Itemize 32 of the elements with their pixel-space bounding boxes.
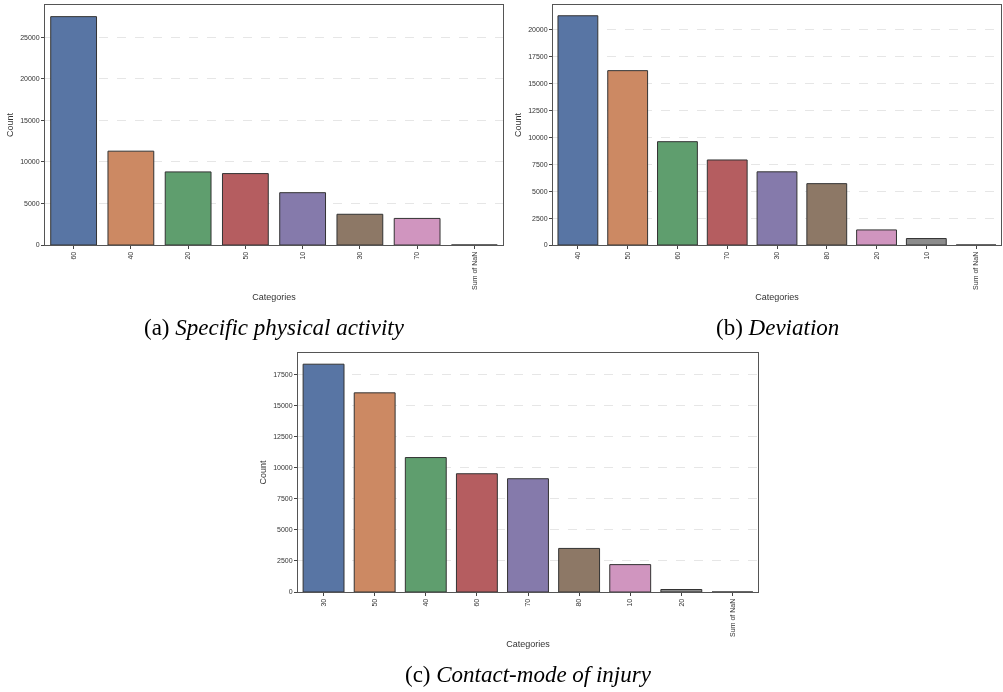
bar [50, 16, 98, 245]
bar [164, 171, 212, 245]
x-axis-title: Categories [506, 638, 551, 649]
bar [607, 70, 649, 245]
text: (b) Deviation [716, 315, 840, 340]
x-axis-title: Categories [252, 291, 297, 302]
bar [905, 238, 947, 245]
bar [856, 229, 897, 245]
y-axis-title: Count [513, 112, 524, 138]
x-axis-title: Categories [755, 291, 800, 302]
bar [558, 547, 601, 592]
bar [393, 217, 441, 245]
bar [302, 363, 345, 592]
bar [107, 150, 155, 245]
bar [279, 192, 327, 245]
bar [706, 159, 748, 245]
bar [609, 564, 652, 592]
text: (c) Contact-mode of injury [405, 662, 652, 687]
bar [756, 171, 798, 245]
y-axis-title: Count [5, 112, 16, 138]
bar [336, 213, 384, 245]
bar [455, 473, 498, 592]
text: (a) Specific physical activity [144, 315, 405, 340]
bar [507, 478, 549, 592]
y-axis-title: Count [258, 460, 269, 485]
bar [557, 15, 599, 245]
bar [404, 457, 447, 592]
bar [353, 392, 396, 592]
bar [806, 183, 848, 245]
bar [657, 141, 698, 245]
bar [221, 173, 269, 245]
bar [660, 589, 703, 592]
